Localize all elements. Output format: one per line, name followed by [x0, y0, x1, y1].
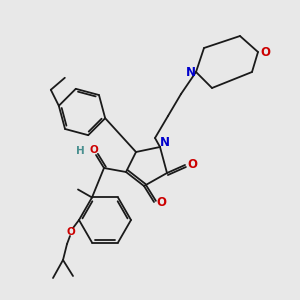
- Text: N: N: [186, 67, 196, 80]
- Text: H: H: [76, 146, 84, 156]
- Text: N: N: [160, 136, 170, 149]
- Text: O: O: [260, 46, 270, 59]
- Text: O: O: [67, 227, 75, 237]
- Text: O: O: [90, 145, 98, 155]
- Text: O: O: [187, 158, 197, 172]
- Text: O: O: [156, 196, 166, 209]
